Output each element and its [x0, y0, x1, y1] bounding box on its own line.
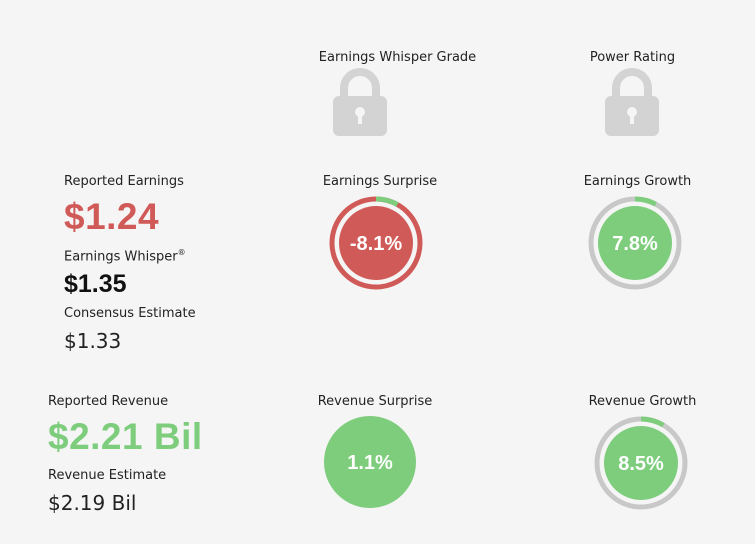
revenue-growth-label: Revenue Growth — [588, 394, 697, 409]
gauge-arc — [588, 196, 682, 290]
gauge-fill — [339, 206, 413, 280]
earnings-growth-gauge: 7.8% — [588, 196, 682, 290]
whisper-grade-label: Earnings Whisper Grade — [318, 50, 477, 65]
earnings-growth-value: 7.8% — [612, 233, 658, 255]
revenue-growth-gauge: 8.5% — [594, 416, 688, 510]
reported-revenue-value: $2.21 Bil — [48, 416, 203, 457]
gauge-arc — [594, 416, 688, 510]
earnings-whisper-value: $1.35 — [64, 270, 127, 298]
gauge-fill — [598, 206, 672, 280]
consensus-estimate-value: $1.33 — [64, 329, 122, 353]
revenue-growth-value: 8.5% — [618, 453, 664, 475]
revenue-estimate-label: Revenue Estimate — [48, 468, 167, 483]
earnings-surprise-value: -8.1% — [350, 233, 402, 255]
revenue-surprise-label: Revenue Surprise — [317, 394, 433, 409]
reported-earnings-label: Reported Earnings — [64, 174, 184, 189]
earnings-surprise-label: Earnings Surprise — [322, 174, 438, 189]
gauge-arc — [329, 196, 423, 290]
power-rating-label: Power Rating — [589, 50, 676, 65]
gauge-fill — [324, 416, 416, 508]
gauge-fill — [604, 426, 678, 500]
consensus-estimate-label: Consensus Estimate — [64, 306, 196, 321]
reported-revenue-label: Reported Revenue — [48, 394, 169, 409]
revenue-estimate-value: $2.19 Bil — [48, 491, 137, 515]
reported-earnings-value: $1.24 — [64, 196, 160, 237]
lock-icon — [333, 68, 387, 136]
revenue-surprise-gauge: 1.1% — [324, 416, 416, 508]
earnings-growth-label: Earnings Growth — [583, 174, 692, 189]
revenue-surprise-value: 1.1% — [347, 452, 393, 474]
earnings-whisper-label: Earnings Whisper® — [64, 248, 186, 265]
earnings-surprise-gauge: -8.1% — [329, 196, 423, 290]
lock-icon — [605, 68, 659, 136]
